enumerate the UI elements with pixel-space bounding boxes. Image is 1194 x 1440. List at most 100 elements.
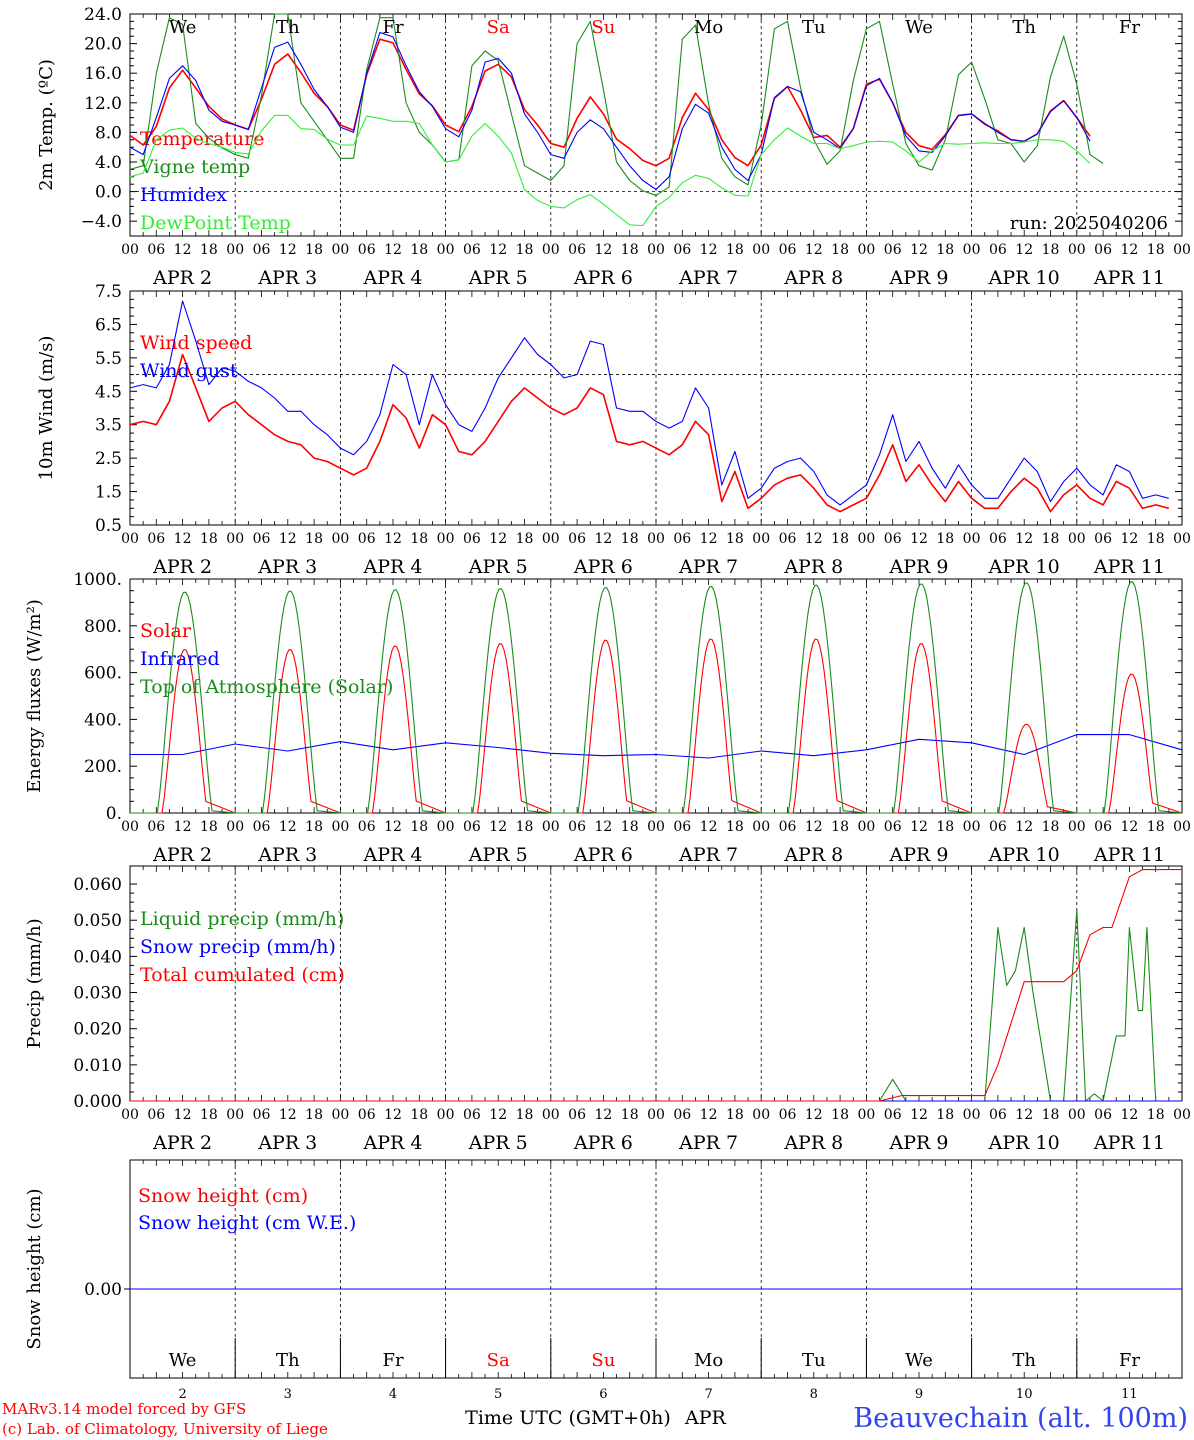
day-name: Mo — [694, 17, 723, 38]
y-tick-label: 1000. — [73, 570, 122, 590]
hour-label: 18 — [410, 1107, 428, 1123]
y-tick-label: 0.0 — [95, 183, 122, 203]
hour-label: 06 — [253, 819, 271, 835]
footer: MARv3.14 model forced by GFS (c) Lab. of … — [2, 1400, 1188, 1438]
series-line — [130, 869, 1182, 1102]
hour-label: 18 — [1042, 531, 1060, 547]
hour-label: 12 — [384, 531, 402, 547]
y-tick-label: 5.5 — [95, 349, 122, 369]
hour-label: 06 — [673, 242, 691, 258]
hour-label: 18 — [516, 819, 534, 835]
hour-label: 06 — [568, 531, 586, 547]
hour-label: 12 — [384, 819, 402, 835]
y-tick-label: 0. — [106, 804, 122, 824]
day-number: 6 — [599, 1387, 607, 1402]
hour-label: 18 — [516, 1107, 534, 1123]
y-axis-label: Precip (mm/h) — [24, 918, 45, 1048]
hour-label: 00 — [1173, 819, 1191, 835]
date-label: APR 2 — [152, 1132, 212, 1154]
day-number: 7 — [704, 1387, 712, 1402]
date-label: APR 5 — [468, 1132, 528, 1154]
y-tick-label: 7.5 — [95, 282, 122, 302]
date-label: APR 9 — [889, 267, 949, 289]
day-name: Fr — [1119, 1350, 1140, 1371]
hour-label: 18 — [1042, 819, 1060, 835]
hour-label: 12 — [279, 819, 297, 835]
day-number: 8 — [810, 1387, 818, 1402]
series-line — [129, 13, 1104, 196]
day-name: Fr — [382, 1350, 403, 1371]
hour-label: 06 — [253, 531, 271, 547]
hour-label: 06 — [253, 242, 271, 258]
date-label: APR 5 — [468, 556, 528, 578]
day-name: Th — [1012, 17, 1036, 38]
hour-label: 12 — [489, 531, 507, 547]
y-tick-label: 6.5 — [95, 315, 122, 335]
date-label: APR 6 — [573, 267, 633, 289]
hour-label: 12 — [489, 1107, 507, 1123]
hour-label: 00 — [752, 819, 770, 835]
hour-label: 00 — [542, 819, 560, 835]
hour-label: 06 — [253, 1107, 271, 1123]
series-line — [129, 353, 1170, 513]
hour-label: 12 — [910, 819, 928, 835]
legend-entry: Temperature — [140, 128, 264, 150]
hour-label: 06 — [884, 242, 902, 258]
hour-label: 06 — [358, 1107, 376, 1123]
hour-label: 18 — [621, 819, 639, 835]
hour-label: 06 — [358, 819, 376, 835]
hour-label: 12 — [1120, 242, 1138, 258]
y-tick-label: 0.060 — [73, 875, 122, 895]
hour-label: 00 — [226, 242, 244, 258]
hour-label: 12 — [1015, 242, 1033, 258]
hour-label: 00 — [1068, 242, 1086, 258]
series-line — [129, 114, 1091, 227]
hour-label: 00 — [1068, 531, 1086, 547]
hour-label: 06 — [779, 242, 797, 258]
hour-label: 00 — [331, 1107, 349, 1123]
hour-label: 00 — [226, 1107, 244, 1123]
hour-label: 18 — [726, 531, 744, 547]
hour-label: 00 — [647, 242, 665, 258]
hour-label: 06 — [147, 242, 165, 258]
hour-label: 12 — [594, 1107, 612, 1123]
hour-label: 18 — [410, 242, 428, 258]
hour-label: 06 — [673, 1107, 691, 1123]
hour-label: 00 — [752, 242, 770, 258]
hour-label: 18 — [1147, 242, 1165, 258]
date-label: APR 8 — [783, 844, 843, 866]
hour-label: 18 — [305, 1107, 323, 1123]
hour-label: 18 — [831, 1107, 849, 1123]
date-label: APR 2 — [152, 556, 212, 578]
y-tick-label: 2.5 — [95, 449, 122, 469]
y-tick-label: 600. — [84, 664, 122, 684]
day-name: Sa — [487, 17, 510, 38]
hour-label: 06 — [568, 819, 586, 835]
hour-label: 12 — [700, 819, 718, 835]
legend-entry: Top of Atmosphere (Solar) — [140, 676, 393, 698]
hour-label: 18 — [936, 819, 954, 835]
date-label: APR 4 — [363, 556, 423, 578]
hour-label: 00 — [331, 242, 349, 258]
hour-label: 06 — [989, 531, 1007, 547]
legend-entry: Snow precip (mm/h) — [140, 936, 336, 958]
date-label: APR 2 — [152, 267, 212, 289]
hour-label: 00 — [857, 531, 875, 547]
hour-label: 18 — [831, 819, 849, 835]
hour-label: 18 — [200, 531, 218, 547]
hour-label: 12 — [594, 531, 612, 547]
hour-label: 06 — [147, 1107, 165, 1123]
model-credit: MARv3.14 model forced by GFS — [2, 1400, 246, 1418]
hour-label: 00 — [1068, 1107, 1086, 1123]
hour-label: 12 — [700, 1107, 718, 1123]
y-tick-label: 8.0 — [95, 123, 122, 143]
hour-label: 18 — [936, 1107, 954, 1123]
day-name: Fr — [1119, 17, 1140, 38]
date-label: APR 8 — [783, 267, 843, 289]
day-name: Tu — [802, 1350, 826, 1371]
legend-entry: Vigne temp — [139, 156, 250, 178]
hour-label: 00 — [121, 819, 139, 835]
hour-label: 00 — [752, 531, 770, 547]
hour-label: 18 — [305, 242, 323, 258]
hour-label: 06 — [1094, 1107, 1112, 1123]
